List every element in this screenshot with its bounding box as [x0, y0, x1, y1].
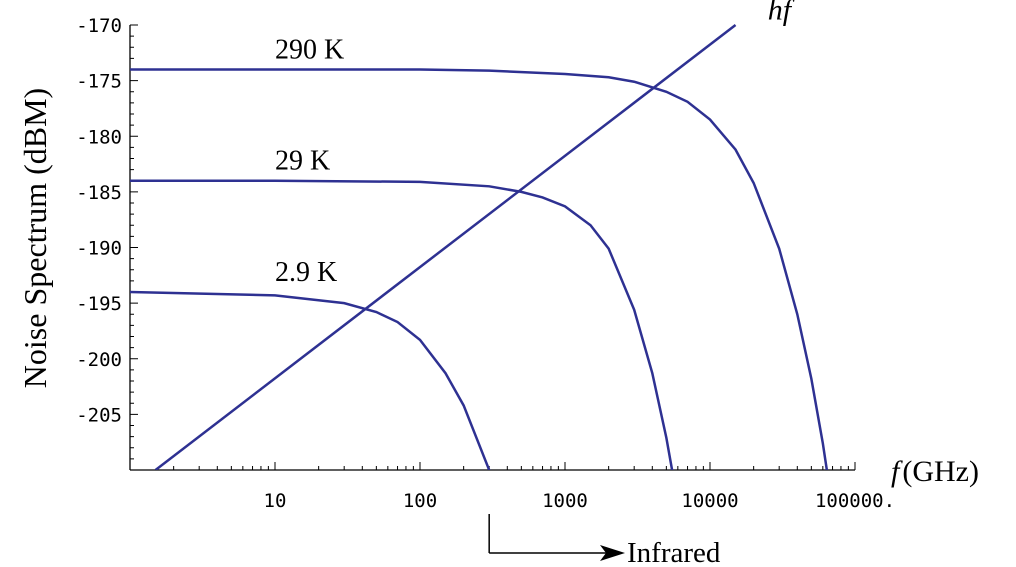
y-tick-label: -200 [76, 349, 122, 371]
series-line-2-9-k [130, 290, 491, 470]
x-tick-label: 10 [264, 490, 287, 512]
series-line-290-k [130, 68, 829, 470]
infrared-annotation: Infrared [488, 514, 721, 567]
x-tick-label: 1000 [542, 490, 588, 512]
y-tick-label: -190 [76, 238, 122, 260]
series-line-hf [154, 24, 737, 470]
curve-label: 29 K [275, 146, 330, 177]
y-tick-label: -175 [76, 71, 122, 93]
x-axis-label: f (GHz) [891, 455, 979, 488]
infrared-arrow-head [600, 545, 625, 561]
labels: -170 -175 -180 -185 -190 -195 -200 -205 10 100 100… [17, 0, 979, 567]
curve-label: hf [768, 0, 795, 26]
series-line-29-k [130, 179, 674, 470]
x-axis-label-var: f [891, 455, 903, 488]
x-tick-label: 100000. [815, 490, 895, 512]
y-tick-label: -185 [76, 182, 122, 204]
curve-label: 2.9 K [275, 257, 337, 288]
x-tick-label: 100 [403, 490, 437, 512]
y-tick-label: -180 [76, 126, 122, 148]
y-tick-label: -195 [76, 293, 122, 315]
x-axis-label-unit: (GHz) [902, 455, 979, 488]
axes [129, 24, 856, 471]
curve-label: 290 K [275, 34, 344, 65]
infrared-label: Infrared [627, 537, 721, 567]
curves [130, 24, 829, 470]
y-axis-label: Noise Spectrum (dBM) [17, 88, 53, 388]
x-tick-label: 10000 [681, 490, 738, 512]
y-tick-label: -170 [76, 15, 122, 37]
y-tick-label: -205 [76, 404, 122, 426]
